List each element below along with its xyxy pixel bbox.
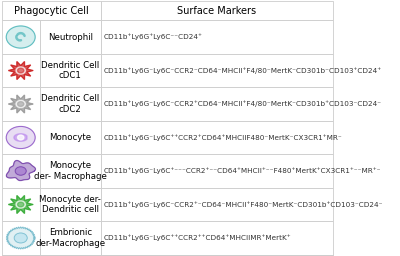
Polygon shape — [8, 62, 33, 79]
Bar — [40, 221, 101, 255]
Circle shape — [16, 201, 25, 208]
Text: Phagocytic Cell: Phagocytic Cell — [14, 6, 89, 16]
Bar — [40, 20, 101, 54]
Text: Dendritic Cell
cDC2: Dendritic Cell cDC2 — [41, 94, 100, 114]
Bar — [101, 188, 333, 221]
Bar — [2, 87, 40, 121]
Bar — [101, 20, 333, 54]
Polygon shape — [8, 95, 33, 113]
Bar — [2, 188, 40, 221]
Polygon shape — [8, 196, 33, 214]
Circle shape — [18, 135, 24, 140]
Text: CD11b⁺Ly6G⁻Ly6C⁻CCR2⁻CD64⁻MHCII⁺F4/80⁻MertK⁻CD301b⁻CD103⁺CD24⁺: CD11b⁺Ly6G⁻Ly6C⁻CCR2⁻CD64⁻MHCII⁺F4/80⁻Me… — [104, 67, 382, 74]
Text: Surface Markers: Surface Markers — [177, 6, 256, 16]
Text: Monocyte: Monocyte — [49, 133, 92, 142]
Bar — [2, 121, 40, 154]
Bar — [40, 121, 101, 154]
Bar — [2, 20, 40, 54]
Polygon shape — [6, 161, 36, 180]
Polygon shape — [14, 134, 27, 141]
Circle shape — [6, 26, 35, 48]
Bar — [101, 54, 333, 87]
Text: CD11b⁺Ly6G⁻Ly6C⁺⁻⁻⁻CCR2⁺⁻⁻CD64⁺MHCII⁺⁻⁻F480⁺MertK⁺CX3CR1⁺⁻⁻MR⁺⁻: CD11b⁺Ly6G⁻Ly6C⁺⁻⁻⁻CCR2⁺⁻⁻CD64⁺MHCII⁺⁻⁻F… — [104, 168, 381, 174]
Text: Neutrophil: Neutrophil — [48, 33, 93, 41]
Circle shape — [6, 126, 35, 148]
Bar — [101, 121, 333, 154]
Bar — [101, 154, 333, 188]
Text: CD11b⁺Ly6G⁻Ly6C⁺⁺CCR2⁺⁺CD64⁺MHCIIMR⁺MertK⁺: CD11b⁺Ly6G⁻Ly6C⁺⁺CCR2⁺⁺CD64⁺MHCIIMR⁺Mert… — [104, 234, 291, 241]
Circle shape — [18, 202, 24, 207]
Bar — [40, 188, 101, 221]
Circle shape — [16, 67, 25, 74]
Circle shape — [18, 68, 24, 73]
Bar — [2, 154, 40, 188]
Bar — [40, 154, 101, 188]
Bar — [40, 54, 101, 87]
Text: Monocyte der-
Dendritic cell: Monocyte der- Dendritic cell — [40, 195, 101, 214]
Bar — [101, 1, 333, 20]
Text: CD11b⁺Ly6G⁻Ly6C⁻CCR2⁺CD64⁻MHCII⁺F4/80⁻MertK⁻CD301b⁺CD103⁻CD24⁻: CD11b⁺Ly6G⁻Ly6C⁻CCR2⁺CD64⁻MHCII⁺F4/80⁻Me… — [104, 101, 382, 107]
Bar — [2, 1, 101, 20]
Bar — [2, 221, 40, 255]
Circle shape — [15, 167, 26, 175]
Circle shape — [18, 102, 24, 106]
Text: CD11b⁺Ly6G⁺Ly6C⁻⁻CD24⁺: CD11b⁺Ly6G⁺Ly6C⁻⁻CD24⁺ — [104, 34, 202, 40]
Circle shape — [14, 233, 27, 243]
Text: Monocyte
der- Macrophage: Monocyte der- Macrophage — [34, 161, 107, 181]
Text: Dendritic Cell
cDC1: Dendritic Cell cDC1 — [41, 61, 100, 80]
Text: Embrionic
der-Macrophage: Embrionic der-Macrophage — [35, 228, 106, 248]
Circle shape — [16, 100, 25, 108]
Text: CD11b⁺Ly6G⁻Ly6C⁺⁺CCR2⁺CD64⁺MHCIIF480⁻MertK⁻CX3CR1⁺MR⁻: CD11b⁺Ly6G⁻Ly6C⁺⁺CCR2⁺CD64⁺MHCIIF480⁻Mer… — [104, 134, 342, 141]
Bar — [101, 87, 333, 121]
Polygon shape — [6, 227, 35, 249]
Bar — [2, 54, 40, 87]
Bar — [101, 221, 333, 255]
Text: CD11b⁺Ly6G⁻Ly6C⁻CCR2⁺⁻CD64⁻MHCII⁺F480⁻MertK⁻CD301b⁺CD103⁻CD24⁻: CD11b⁺Ly6G⁻Ly6C⁻CCR2⁺⁻CD64⁻MHCII⁺F480⁻Me… — [104, 201, 383, 208]
Bar — [40, 87, 101, 121]
